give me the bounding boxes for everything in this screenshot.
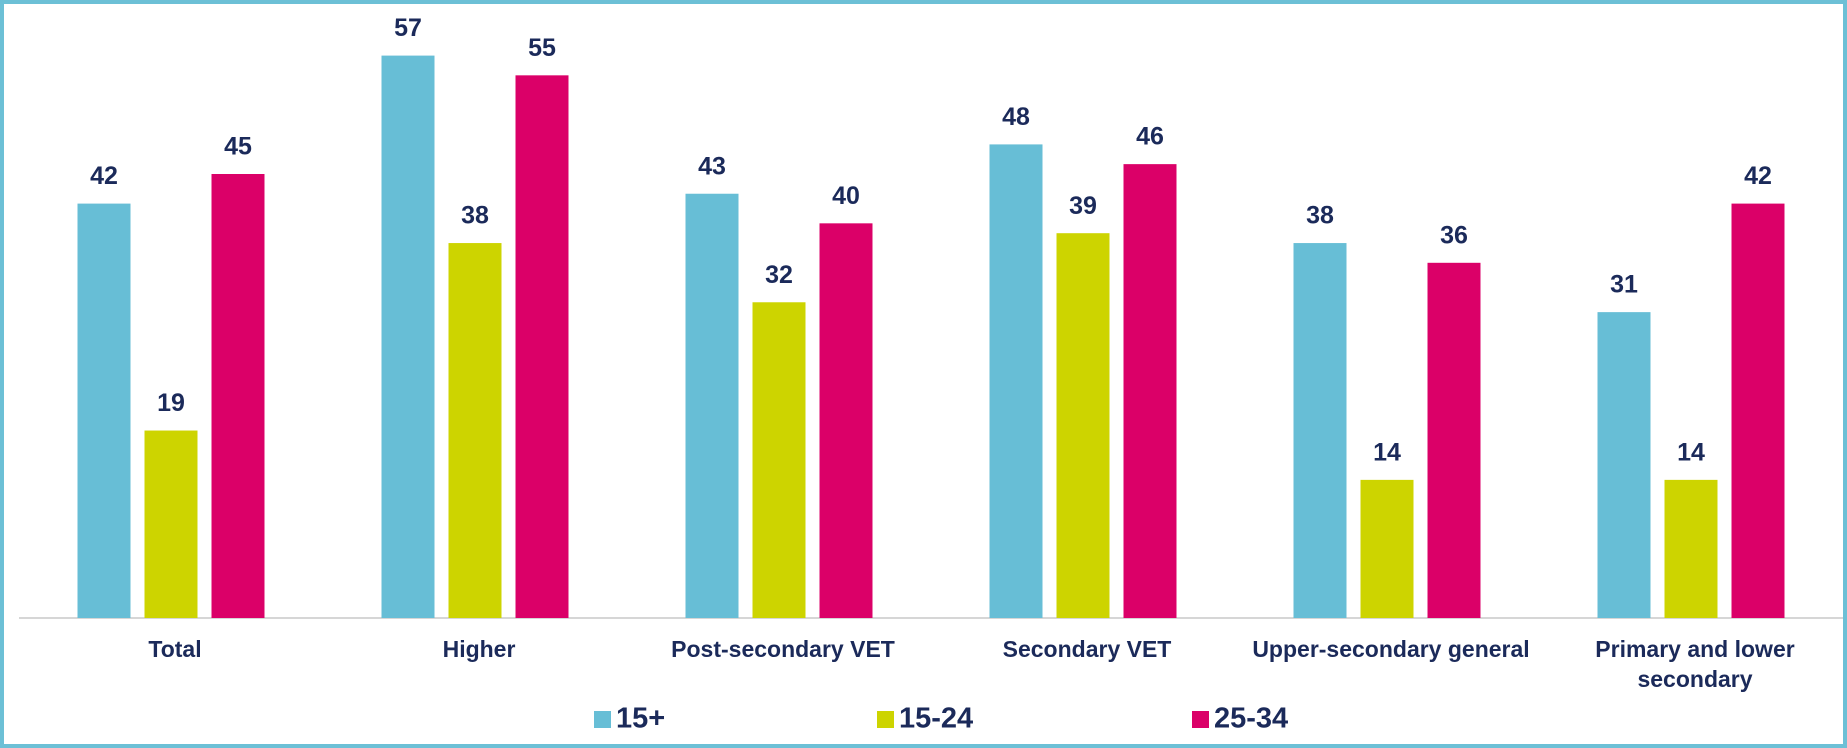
- data-label: 32: [765, 261, 793, 289]
- legend-swatch: [877, 711, 894, 728]
- bar: [1123, 164, 1177, 618]
- data-label: 14: [1677, 438, 1705, 466]
- x-tick-label: Post-secondary VET: [671, 636, 895, 662]
- data-label: 39: [1069, 192, 1097, 220]
- data-label: 43: [698, 152, 726, 180]
- data-label: 36: [1440, 221, 1468, 249]
- chart: 42 19 45 57 38 55 43 32 40 48 39 46 38 14 36 31 14 42 15+ 1…: [19, 14, 1843, 735]
- data-label: 55: [528, 34, 556, 62]
- legend-label: 15+: [616, 703, 665, 735]
- data-label: 57: [394, 14, 422, 42]
- data-label: 19: [157, 389, 185, 417]
- data-label: 40: [832, 182, 860, 210]
- bar: [752, 302, 806, 618]
- bar: [144, 430, 198, 618]
- x-tick-label: Total: [148, 636, 202, 662]
- data-label: 46: [1136, 123, 1164, 151]
- legend-label: 25-34: [1214, 703, 1288, 735]
- data-label: 42: [90, 162, 118, 190]
- bar: [1056, 233, 1110, 618]
- data-label: 14: [1373, 438, 1401, 466]
- x-tick-label: Higher: [442, 636, 516, 662]
- legend-swatch: [1192, 711, 1209, 728]
- bar: [989, 144, 1043, 618]
- data-label: 38: [461, 202, 489, 230]
- bar: [1293, 243, 1347, 619]
- bar: [1360, 479, 1414, 618]
- bar: [1664, 479, 1718, 618]
- bar: [381, 55, 435, 619]
- bar: [77, 203, 131, 618]
- legend-label: 15-24: [899, 703, 973, 735]
- bar: [448, 243, 502, 619]
- bar: [1597, 312, 1651, 618]
- bar: [819, 223, 873, 619]
- x-tick-label: Primary and lower secondary: [1595, 636, 1795, 692]
- bar: [685, 193, 739, 618]
- data-label: 45: [224, 133, 252, 161]
- data-label: 42: [1744, 162, 1772, 190]
- bar: [1731, 203, 1785, 618]
- data-label: 38: [1306, 202, 1334, 230]
- bar: [515, 75, 569, 619]
- x-tick-label: Upper-secondary general: [1252, 636, 1530, 662]
- data-label: 31: [1610, 271, 1638, 299]
- bar: [1427, 262, 1481, 618]
- data-label: 48: [1002, 103, 1030, 131]
- legend-swatch: [594, 711, 611, 728]
- bar: [211, 174, 265, 618]
- x-tick-label: Secondary VET: [1002, 636, 1172, 662]
